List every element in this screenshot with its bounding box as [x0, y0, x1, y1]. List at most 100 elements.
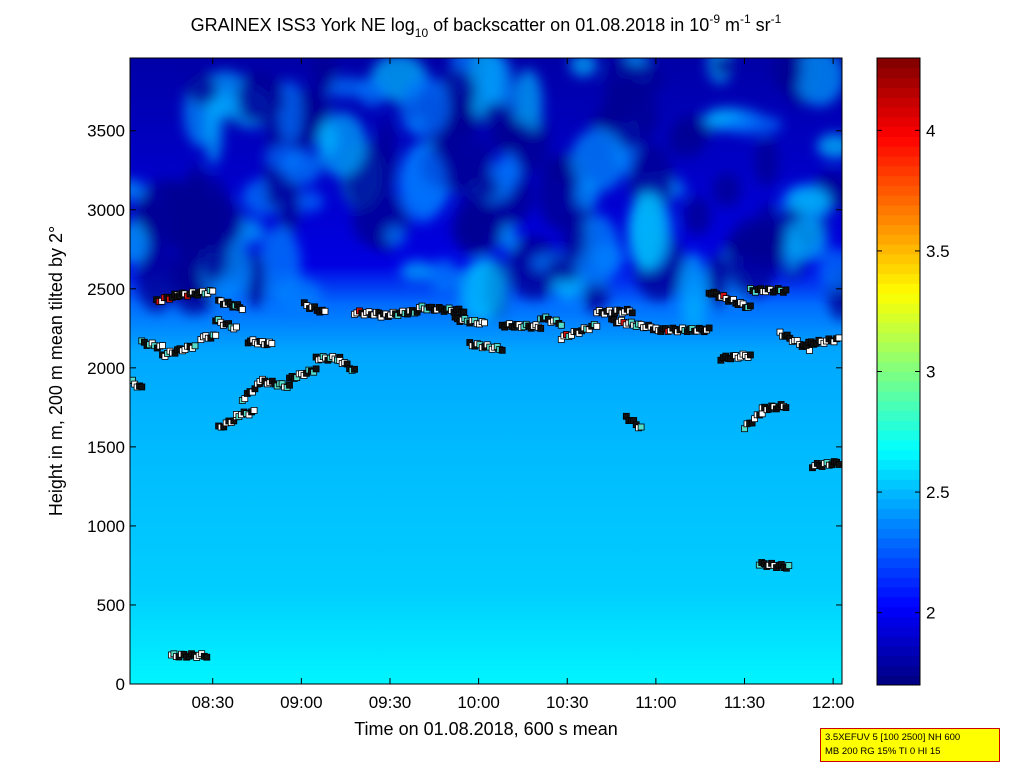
cloud-base-markers [130, 285, 842, 661]
x-tick-label: 11:00 [635, 693, 676, 712]
texture-patch [357, 77, 387, 107]
texture-patch [277, 79, 303, 144]
x-tick-label: 08:30 [191, 693, 234, 712]
colorbar-step [877, 636, 920, 647]
x-tick-label: 10:30 [546, 693, 589, 712]
colorbar-step [877, 518, 920, 529]
colorbar: 2 2.5 3 3.5 4 [876, 57, 950, 686]
texture-patch [428, 258, 460, 294]
y-tick-label: 500 [97, 596, 125, 615]
colorbar-step [877, 224, 920, 235]
colorbar-step [877, 645, 920, 657]
cloud-base-marker [481, 319, 488, 327]
plot-frame [129, 57, 843, 685]
colorbar-step [877, 626, 920, 637]
colorbar-step [877, 547, 920, 559]
colorbar-step [877, 155, 920, 167]
texture-patch [316, 112, 367, 177]
texture-patch [713, 172, 741, 207]
upper-cloud-texture [130, 58, 842, 330]
cloud-base-marker [351, 365, 358, 373]
colorbar-step [877, 391, 920, 402]
cloud-base-marker [498, 346, 506, 354]
settings-info-box: 3.5XEFUV 5 [100 2500] NH 600 MB 200 RG 1… [820, 728, 1000, 762]
colorbar-step [877, 87, 920, 98]
y-tick-label: 0 [116, 675, 125, 694]
texture-patch [671, 114, 714, 143]
colorbar-step [877, 567, 920, 578]
y-axis-label: Height in m, 200 m mean tilted by 2° [46, 226, 66, 516]
cloud-base-marker [321, 307, 329, 315]
y-tick-label: 2000 [87, 359, 125, 378]
y-tick-label: 2500 [87, 280, 125, 299]
cloud-base-marker [286, 381, 293, 389]
texture-patch [570, 128, 627, 192]
colorbar-step [877, 253, 920, 265]
texture-patch [561, 211, 585, 262]
texture-patch [278, 172, 300, 237]
colorbar-step [877, 538, 920, 549]
texture-patch [455, 175, 499, 201]
cloud-base-marker [212, 331, 220, 339]
texture-patch [311, 58, 336, 94]
cloud-base-marker [232, 323, 240, 331]
texture-patch [679, 252, 708, 330]
colorbar-step [877, 655, 920, 666]
colorbar-step [877, 587, 920, 598]
texture-patch [204, 91, 223, 165]
colorbar-step [877, 234, 920, 245]
x-tick-label: 12:00 [812, 693, 855, 712]
texture-patch [755, 137, 779, 187]
texture-patch [130, 220, 149, 265]
colorbar-step [877, 577, 920, 588]
cloud-base-marker [835, 461, 842, 468]
colorbar-step [877, 459, 920, 470]
y-tick-label: 3000 [87, 201, 125, 220]
colorbar-step [877, 440, 920, 451]
texture-patch [176, 195, 220, 248]
texture-patch [482, 101, 512, 130]
colorbar-step [877, 322, 920, 333]
colorbar-step [877, 136, 920, 147]
colorbar-step [877, 430, 920, 441]
colorbar-step [877, 244, 920, 255]
colorbar-step [877, 283, 920, 294]
colorbar-tick-label: 3.5 [926, 242, 950, 261]
x-tick-label: 11:30 [724, 693, 765, 712]
colorbar-step [877, 665, 920, 676]
colorbar-step [877, 508, 920, 519]
colorbar-step [877, 312, 920, 324]
texture-patch [400, 260, 435, 282]
x-axis: 08:30 09:00 09:30 10:00 10:30 11:00 11:30 12:00 [191, 58, 854, 712]
texture-patch [783, 232, 801, 274]
cloud-base-marker [191, 342, 199, 350]
colorbar-step [877, 489, 920, 500]
colorbar-tick-label: 2.5 [926, 483, 950, 502]
colorbar-step [877, 342, 920, 353]
texture-patch [458, 258, 506, 321]
colorbar-step [877, 116, 920, 128]
texture-patch [787, 186, 832, 216]
colorbar-tick-label: 3 [926, 363, 935, 382]
colorbar-step [877, 273, 920, 284]
x-tick-label: 10:00 [457, 693, 500, 712]
texture-patch [712, 58, 734, 77]
y-tick-label: 3500 [87, 122, 125, 141]
y-axis: 0 500 1000 1500 2000 2500 3000 3500 [87, 122, 842, 694]
cloud-base-marker [705, 324, 713, 332]
colorbar-step [877, 410, 920, 421]
colorbar-step [877, 606, 920, 617]
texture-patch [684, 196, 711, 236]
texture-patch [513, 69, 543, 138]
cloud-base-marker [628, 309, 636, 317]
cloud-base-marker [238, 306, 246, 313]
cloud-base-marker [209, 287, 217, 295]
y-tick-label: 1500 [87, 438, 125, 457]
texture-patch [498, 224, 518, 252]
cloud-base-marker [203, 653, 211, 661]
x-axis-label: Time on 01.08.2018, 600 s mean [354, 719, 618, 739]
colorbar-step [877, 77, 920, 88]
colorbar-step [877, 332, 920, 343]
cloud-base-marker [557, 321, 565, 329]
